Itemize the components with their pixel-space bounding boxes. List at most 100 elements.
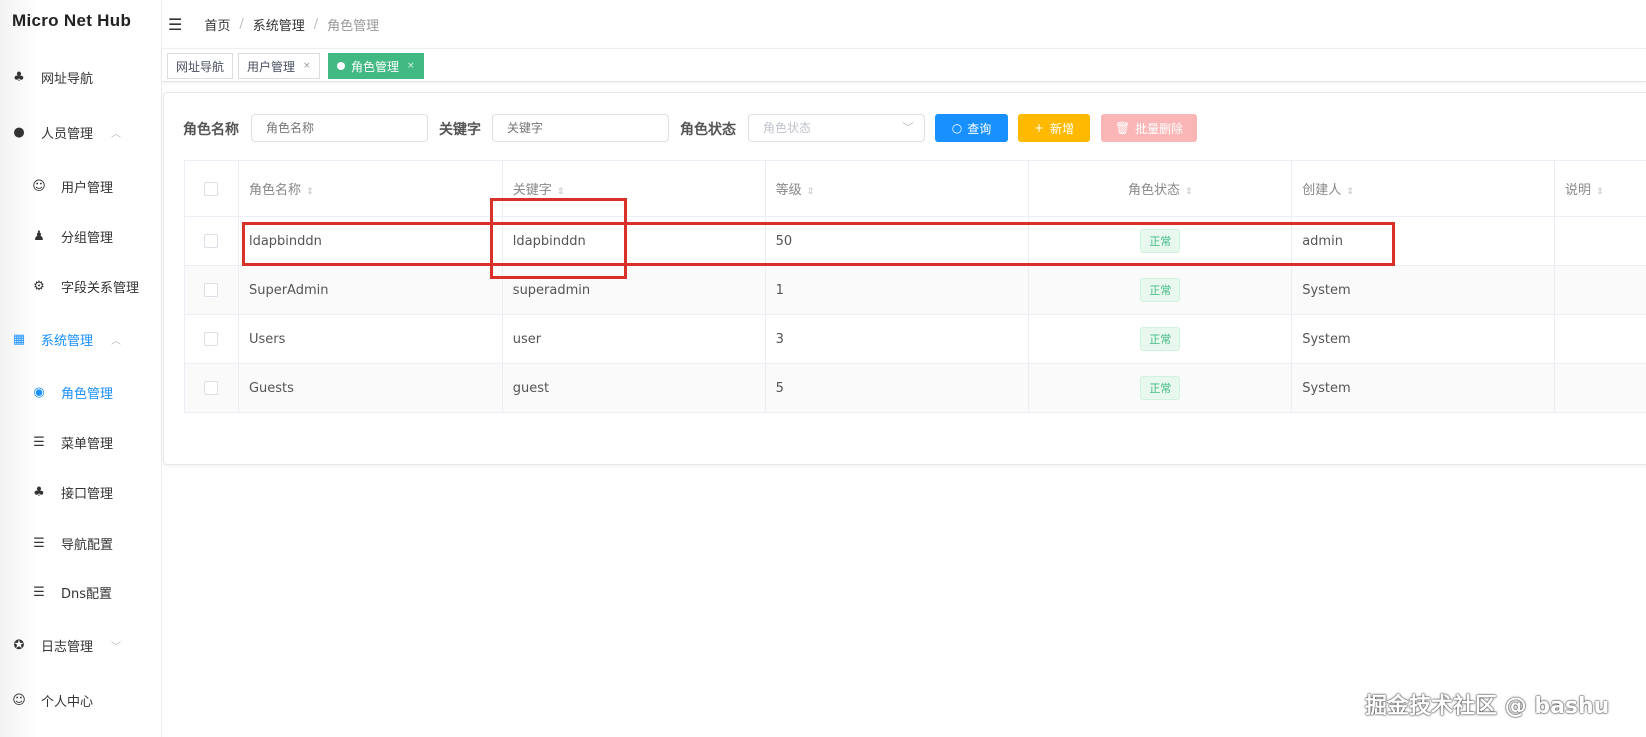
cell-status: 正常: [1028, 265, 1293, 315]
list-icon: ☰: [33, 535, 45, 551]
sidebar-item-menus[interactable]: ☰ 菜单管理: [0, 422, 160, 462]
sidebar-item-groups[interactable]: ♟ 分组管理: [0, 216, 160, 256]
role-status-label: 角色状态: [680, 122, 736, 138]
tab-roles[interactable]: 角色管理 ×: [328, 53, 424, 79]
sidebar-item-url-nav[interactable]: ♣ 网址导航: [0, 57, 160, 97]
sidebar-item-apis[interactable]: ♣ 接口管理: [0, 472, 160, 512]
sitemap-icon: ♣: [33, 484, 45, 500]
eye-icon: ◉: [33, 384, 45, 400]
sidebar-item-label: 导航配置: [61, 537, 114, 553]
cell-description: [1554, 216, 1646, 266]
status-badge: 正常: [1140, 327, 1181, 351]
table-row[interactable]: SuperAdmin superadmin 1 正常 System: [184, 265, 1646, 315]
sidebar-item-label: 网址导航: [41, 71, 94, 87]
status-badge: 正常: [1140, 376, 1181, 400]
column-header[interactable]: 说明 ⇕: [1554, 160, 1646, 217]
cell-keyword: superadmin: [502, 265, 766, 315]
column-header[interactable]: 关键字 ⇕: [502, 160, 766, 217]
cell-role-name: ldapbinddn: [238, 216, 503, 266]
role-status-select[interactable]: 角色状态 ﹀: [748, 114, 925, 142]
sidebar-item-label: 分组管理: [61, 230, 114, 246]
sidebar-item-label: 接口管理: [61, 486, 114, 502]
table-row[interactable]: Guests guest 5 正常 System: [184, 363, 1646, 413]
button-label: 新增: [1050, 121, 1075, 136]
table-row[interactable]: ldapbinddn ldapbinddn 50 正常 admin: [184, 216, 1646, 266]
breadcrumb-separator: /: [313, 16, 319, 32]
select-placeholder: 角色状态: [763, 121, 812, 135]
sidebar-item-label: Dns配置: [61, 586, 113, 602]
cell-level: 1: [765, 265, 1030, 315]
plus-icon: +: [1033, 121, 1045, 135]
sidebar-item-nav-config[interactable]: ☰ 导航配置: [0, 523, 160, 563]
close-icon[interactable]: ×: [303, 61, 311, 71]
user-face-icon: ☺: [32, 178, 46, 194]
sidebar-item-label: 菜单管理: [61, 436, 114, 452]
menu-fold-icon[interactable]: ☰: [168, 14, 183, 34]
sort-icon[interactable]: ⇕: [305, 187, 314, 197]
sidebar-item-system[interactable]: ▦ 系统管理 ︿: [0, 319, 160, 359]
breadcrumb-home[interactable]: 首页: [204, 18, 231, 34]
button-label: 查询: [967, 121, 992, 136]
add-button[interactable]: + 新增: [1018, 114, 1090, 142]
column-header[interactable]: 创建人 ⇕: [1291, 160, 1556, 217]
keyword-input[interactable]: [492, 114, 669, 142]
row-select-cell: [184, 265, 239, 315]
role-name-label: 角色名称: [183, 122, 239, 138]
cell-creator: System: [1291, 314, 1556, 364]
button-label: 批量删除: [1135, 121, 1184, 136]
cell-creator: System: [1291, 265, 1556, 315]
trash-icon: 🗑: [1114, 121, 1131, 135]
sidebar-item-logs[interactable]: ✪ 日志管理 ﹀: [0, 625, 160, 665]
sort-icon[interactable]: ⇕: [556, 187, 565, 197]
tab-label: 网址导航: [176, 59, 225, 74]
sort-icon[interactable]: ⇕: [1346, 187, 1354, 197]
tab-users[interactable]: 用户管理 ×: [238, 53, 320, 79]
cell-keyword: ldapbinddn: [502, 216, 766, 266]
row-checkbox[interactable]: [204, 234, 219, 248]
sidebar-item-users[interactable]: ☺ 用户管理: [0, 166, 160, 206]
sort-icon[interactable]: ⇕: [806, 187, 815, 197]
cell-role-name: SuperAdmin: [238, 265, 503, 315]
tab-url-nav[interactable]: 网址导航: [167, 53, 234, 79]
cell-level: 50: [765, 216, 1030, 266]
user-icon: ●: [13, 124, 25, 140]
select-all-checkbox[interactable]: [204, 181, 219, 196]
cell-role-name: Guests: [238, 363, 503, 413]
status-badge: 正常: [1140, 229, 1181, 253]
cell-description: [1554, 363, 1646, 413]
sidebar-item-personnel[interactable]: ● 人员管理 ︿: [0, 112, 160, 152]
grid-icon: ▦: [12, 331, 26, 347]
role-name-input[interactable]: [251, 114, 428, 142]
row-select-cell: [184, 216, 239, 266]
breadcrumb-system[interactable]: 系统管理: [252, 18, 305, 34]
query-button[interactable]: ○ 查询: [935, 114, 1008, 142]
row-checkbox[interactable]: [204, 381, 219, 395]
cell-description: [1554, 314, 1646, 364]
sidebar-item-roles[interactable]: ◉ 角色管理: [0, 372, 160, 412]
column-header[interactable]: 角色状态 ⇕: [1028, 160, 1293, 217]
row-select-cell: [184, 314, 239, 364]
batch-delete-button[interactable]: 🗑 批量删除: [1101, 114, 1197, 142]
row-checkbox[interactable]: [204, 283, 219, 297]
sitemap-icon: ♣: [13, 69, 25, 85]
sidebar-item-field-relations[interactable]: ⚙ 字段关系管理: [0, 266, 160, 306]
table-row[interactable]: Users user 3 正常 System: [184, 314, 1646, 364]
sidebar-item-label: 系统管理: [41, 333, 94, 349]
chevron-down-icon: ﹀: [111, 641, 122, 653]
column-header[interactable]: 等级 ⇕: [765, 160, 1030, 217]
gear-icon: ⚙: [33, 278, 45, 294]
close-icon[interactable]: ×: [407, 61, 415, 71]
row-checkbox[interactable]: [204, 332, 219, 346]
breadcrumb-current: 角色管理: [327, 18, 380, 34]
app-logo: Micro Net Hub: [12, 11, 132, 30]
group-icon: ♟: [33, 228, 45, 244]
select-all-cell: [184, 160, 239, 217]
tab-label: 用户管理: [247, 59, 296, 74]
sort-icon[interactable]: ⇕: [1596, 187, 1604, 197]
column-header[interactable]: 角色名称 ⇕: [238, 160, 503, 217]
chevron-up-icon: ︿: [111, 335, 122, 347]
sidebar-item-profile[interactable]: ☺ 个人中心: [0, 680, 160, 720]
sort-icon[interactable]: ⇕: [1185, 187, 1193, 197]
cell-keyword: guest: [502, 363, 766, 413]
sidebar-item-dns-config[interactable]: ☰ Dns配置: [0, 572, 160, 612]
